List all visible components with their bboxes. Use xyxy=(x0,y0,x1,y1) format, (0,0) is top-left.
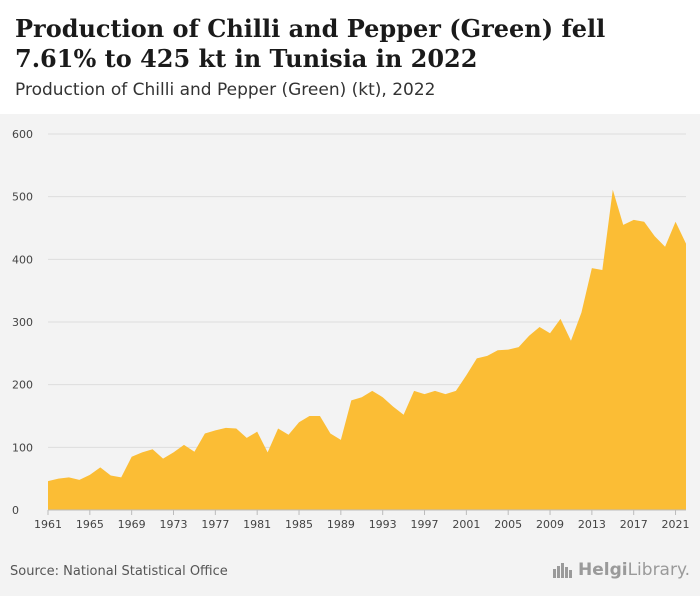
x-tick-label: 2013 xyxy=(578,518,606,531)
x-tick-label: 1961 xyxy=(34,518,62,531)
x-tick-label: 2017 xyxy=(620,518,648,531)
x-tick-label: 2009 xyxy=(536,518,564,531)
chart-title: Production of Chilli and Pepper (Green) … xyxy=(15,14,606,73)
x-tick-label: 1973 xyxy=(160,518,188,531)
x-tick-label: 2001 xyxy=(452,518,480,531)
area-chart: 0 100 200 300 400 500 600 1961 1965 1969 1973 1977 1… xyxy=(12,128,690,531)
brand-logo: Helgi Library. xyxy=(552,560,690,580)
x-tick-label: 2021 xyxy=(662,518,690,531)
source-note: Source: National Statistical Office xyxy=(10,564,228,579)
x-tick-label: 1969 xyxy=(118,518,146,531)
x-tick-label: 1965 xyxy=(76,518,104,531)
brand-name-bold: Helgi xyxy=(577,560,628,580)
brand-name-light: Library. xyxy=(627,560,690,580)
x-tick-label: 1989 xyxy=(327,518,355,531)
y-tick-label: 400 xyxy=(12,253,33,266)
area-series xyxy=(48,189,686,511)
x-tick-label: 1977 xyxy=(201,518,229,531)
chart-area: 0 100 200 300 400 500 600 1961 1965 1969 1973 1977 1… xyxy=(0,114,700,544)
y-tick-label: 100 xyxy=(12,441,33,454)
x-tick-label: 2005 xyxy=(494,518,522,531)
x-tick-label: 1993 xyxy=(369,518,397,531)
y-tick-label: 300 xyxy=(12,316,33,329)
x-tick-label: 1981 xyxy=(243,518,271,531)
header: Production of Chilli and Pepper (Green) … xyxy=(0,0,700,114)
x-tick-label: 1985 xyxy=(285,518,313,531)
x-tick-label: 1997 xyxy=(411,518,439,531)
y-tick-label: 200 xyxy=(12,379,33,392)
footer: Source: National Statistical Office Helg… xyxy=(0,544,700,596)
y-tick-label: 500 xyxy=(12,191,33,204)
library-icon xyxy=(552,563,572,578)
y-tick-label: 600 xyxy=(12,128,33,141)
y-tick-label: 0 xyxy=(12,504,19,517)
chart-subtitle: Production of Chilli and Pepper (Green) … xyxy=(15,80,436,100)
